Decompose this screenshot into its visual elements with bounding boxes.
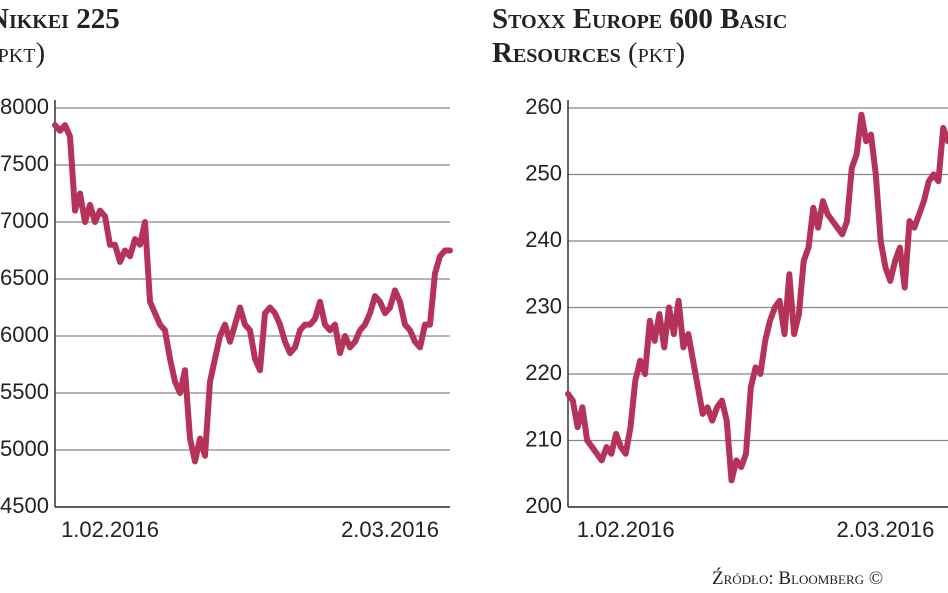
source: Źródło: Bloomberg © xyxy=(712,568,884,589)
chart-title: Nikkei 225 xyxy=(0,3,120,35)
y-tick-label: 220 xyxy=(525,360,562,385)
y-tick-label: 17000 xyxy=(0,208,49,233)
title-block: Stoxx Europe 600 Basic Resources (pkt) xyxy=(492,2,922,70)
y-tick-label: 18000 xyxy=(0,94,49,119)
line xyxy=(52,122,453,465)
y-tick-label: 240 xyxy=(525,227,562,252)
title-block: Nikkei 225 (pkt) xyxy=(0,2,348,70)
unit: (pkt) xyxy=(628,37,686,69)
chart-title: Stoxx Europe 600 Basic Resources xyxy=(492,3,788,69)
x-tick-label: 1.02.2016 xyxy=(577,517,675,542)
unit: (pkt) xyxy=(0,37,46,69)
y-tick-label: 16500 xyxy=(0,265,49,290)
y-tick-label: 15000 xyxy=(0,436,49,461)
y-tick-label: 16000 xyxy=(0,322,49,347)
y-tick-label: 14500 xyxy=(0,493,49,518)
y-tick-label: 230 xyxy=(525,293,562,318)
x-tick-label: 1.02.2016 xyxy=(61,517,159,542)
x-tick-label: 2.03.2016 xyxy=(837,517,935,542)
x-tick-label: 2.03.2016 xyxy=(341,517,439,542)
y-tick-label: 15500 xyxy=(0,379,49,404)
line xyxy=(565,111,948,484)
y-tick-label: 17500 xyxy=(0,151,49,176)
y-tick-label: 250 xyxy=(525,160,562,185)
y-tick-label: 200 xyxy=(525,493,562,518)
y-tick-label: 260 xyxy=(525,94,562,119)
y-tick-label: 210 xyxy=(525,426,562,451)
